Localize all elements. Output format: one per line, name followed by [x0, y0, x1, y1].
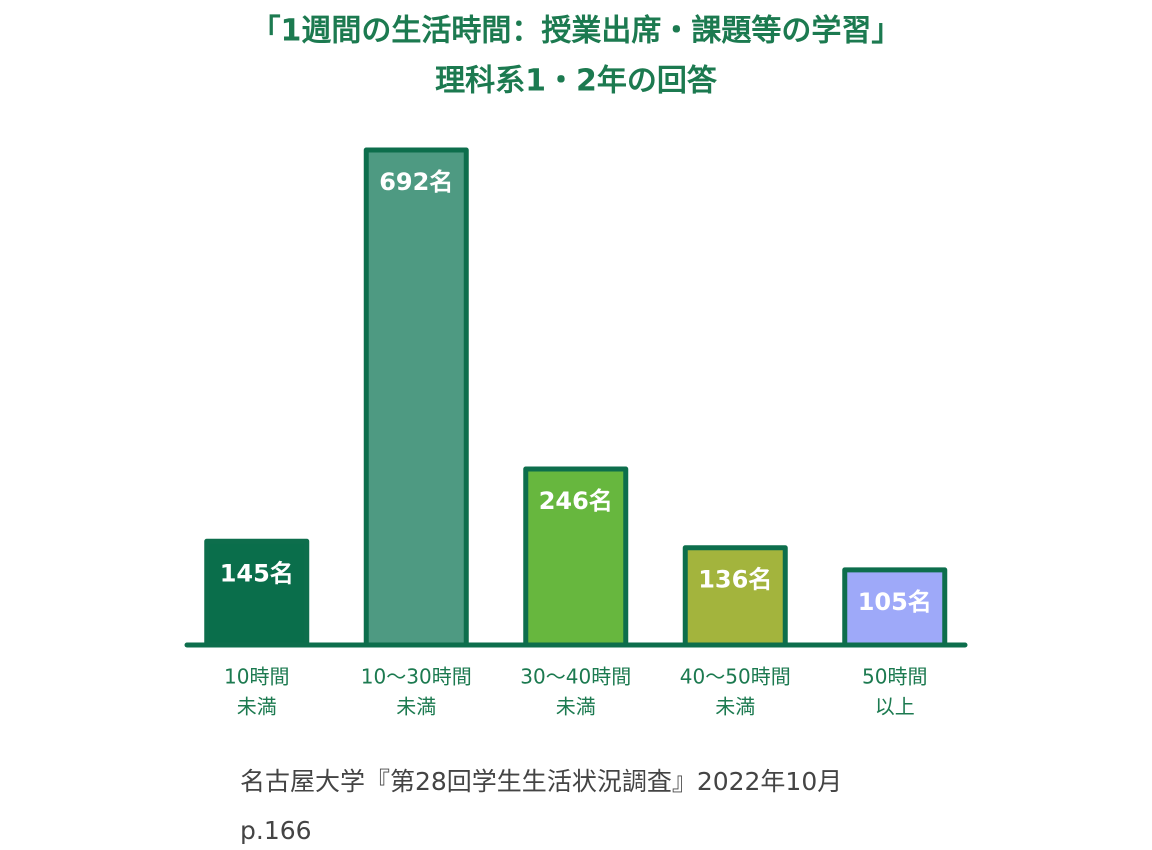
x-tick-label: 未満 [396, 695, 436, 719]
source: 名古屋大学『第28回学生生活状況調査』2022年10月 [240, 767, 842, 796]
x-tick-label: 10時間 [224, 665, 289, 689]
bar [682, 545, 788, 648]
chart-title: 「1週間の生活時間：授業出席・課題等の学習」 [251, 14, 902, 49]
source: p.166 [240, 816, 312, 845]
value-label: 692名 [379, 168, 453, 196]
x-tick-label: 未満 [715, 695, 755, 719]
x-tick-label: 未満 [556, 695, 596, 719]
x-tick-label: 40～50時間 [680, 665, 791, 689]
x-tick-label: 30～40時間 [520, 665, 631, 689]
x-tick-label: 以上 [875, 695, 915, 719]
x-tick-label: 未満 [237, 695, 277, 719]
value-label: 105名 [858, 588, 932, 616]
bar [363, 147, 469, 648]
value-label: 246名 [539, 487, 613, 515]
x-tick-label: 10～30時間 [361, 665, 472, 689]
chart-subtitle: 理科系1・2年の回答 [435, 64, 718, 99]
value-label: 136名 [698, 566, 772, 594]
value-label: 145名 [220, 559, 294, 587]
x-tick-label: 50時間 [862, 665, 927, 689]
bar [204, 538, 310, 648]
